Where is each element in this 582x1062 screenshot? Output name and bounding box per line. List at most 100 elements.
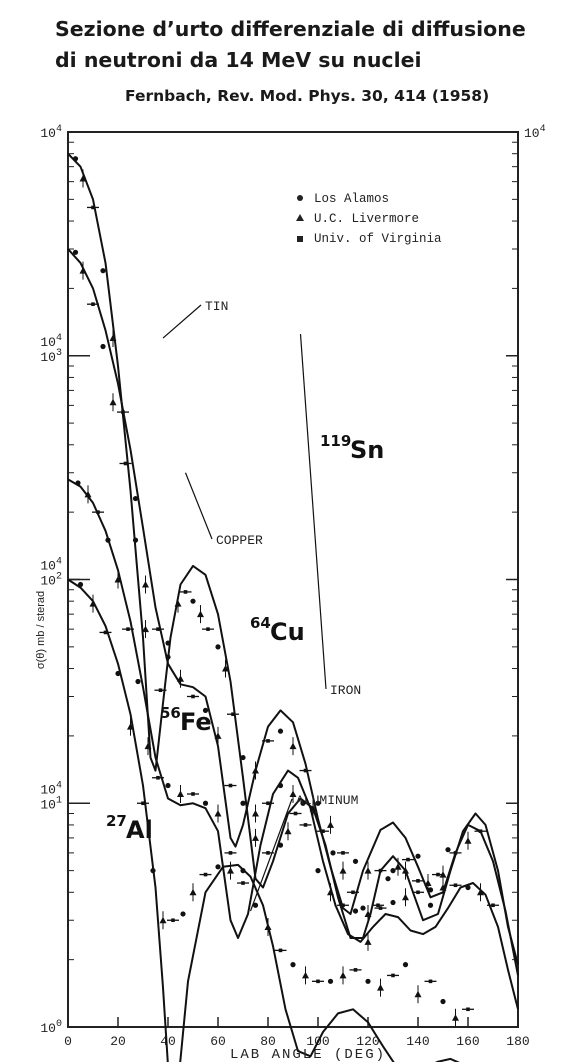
- data-point-marker-square: [266, 739, 270, 743]
- data-point-copper: [289, 737, 297, 756]
- data-point-marker-dot: [165, 654, 171, 660]
- data-point-marker-square: [126, 627, 130, 631]
- data-point-marker-dot: [77, 581, 84, 588]
- data-point-marker-square: [453, 883, 458, 888]
- isotope-symbol-copper: Cu: [270, 618, 305, 646]
- title-line-1: Sezione d’urto differenziale di diffusio…: [55, 17, 526, 41]
- data-point-tin: [197, 605, 204, 624]
- data-point-marker-square: [391, 973, 395, 978]
- y-axis-title: σ(θ) mb / sterad: [35, 591, 47, 669]
- offset-axis-label-0: 104: [40, 333, 62, 350]
- data-point-iron: [214, 804, 222, 823]
- theory-curves: [67, 153, 519, 1062]
- data-point-marker-square: [231, 712, 235, 717]
- data-point-aluminum: [127, 717, 134, 736]
- data-point-marker-dot: [240, 800, 246, 806]
- data-point-marker-square: [191, 792, 195, 796]
- y-tick-label-4: 104: [40, 124, 62, 141]
- data-point-marker-square: [158, 688, 163, 693]
- curve-label-iron: IRON: [330, 683, 361, 698]
- data-point-tin: [227, 712, 239, 717]
- y-tick-label-0: 100: [40, 1019, 62, 1036]
- data-point-tin: [347, 890, 359, 895]
- data-point-iron: [84, 485, 92, 504]
- data-point-marker-square: [293, 811, 298, 816]
- data-point-marker-square: [341, 851, 345, 855]
- data-point-marker-dot: [330, 850, 336, 856]
- data-point-iron: [262, 801, 274, 806]
- data-point-iron: [427, 887, 434, 893]
- curve-label-leader-iron: [299, 334, 327, 690]
- data-point-marker-square: [121, 410, 125, 414]
- data-point-tin: [190, 598, 196, 604]
- data-point-aluminum: [167, 918, 179, 923]
- curve-label-leader-tin: [162, 304, 202, 339]
- data-point-aluminum: [414, 985, 422, 1004]
- data-point-copper: [262, 739, 274, 743]
- data-point-copper: [79, 261, 87, 280]
- data-point-iron: [152, 775, 164, 780]
- data-point-tin: [424, 874, 432, 893]
- x-tick-label-140: 140: [406, 1034, 429, 1049]
- data-point-copper: [315, 800, 321, 806]
- data-point-marker-dot: [215, 864, 221, 870]
- data-point-iron: [299, 823, 312, 827]
- data-point-tin: [385, 876, 391, 882]
- x-tick-label-60: 60: [210, 1034, 226, 1049]
- data-point-iron: [352, 908, 359, 914]
- data-point-marker-dot: [132, 495, 139, 502]
- data-point-marker-dot: [135, 678, 141, 685]
- data-point-aluminum: [180, 911, 186, 917]
- data-point-aluminum: [252, 902, 259, 908]
- data-point-iron: [374, 906, 387, 910]
- data-point-marker-dot: [360, 905, 366, 911]
- data-point-marker-square: [156, 775, 160, 780]
- data-point-marker-square: [436, 872, 440, 877]
- data-point-marker-square: [156, 627, 160, 631]
- data-point-marker-dot: [352, 858, 359, 864]
- data-point-marker-square: [266, 801, 270, 806]
- data-point-marker-square: [353, 968, 358, 972]
- data-point-marker-square: [341, 903, 345, 908]
- data-point-aluminum: [227, 861, 234, 880]
- data-point-marker-square: [141, 801, 145, 806]
- data-point-iron: [337, 903, 349, 908]
- data-point-iron: [390, 899, 396, 906]
- data-point-aluminum: [77, 581, 84, 588]
- data-point-copper: [142, 575, 149, 594]
- data-point-tin: [309, 799, 317, 818]
- curve-iron: [67, 478, 519, 1010]
- legend-marker-dot: [297, 195, 303, 201]
- data-point-iron: [277, 782, 284, 789]
- isotope-mass-aluminum: 27: [106, 812, 127, 830]
- data-point-marker-dot: [427, 887, 434, 893]
- data-point-copper: [427, 902, 434, 908]
- data-point-iron: [202, 800, 209, 806]
- reference-citation: Fernbach, Rev. Mod. Phys. 30, 414 (1958): [125, 87, 490, 105]
- data-point-tin: [317, 829, 329, 834]
- data-point-iron: [135, 678, 141, 685]
- data-point-aluminum: [349, 968, 362, 972]
- data-point-iron: [105, 537, 111, 543]
- legend-label-uc-livermore: U.C. Livermore: [314, 212, 419, 226]
- data-point-aluminum: [199, 872, 212, 877]
- data-point-iron: [122, 627, 134, 631]
- data-point-iron: [477, 883, 484, 902]
- data-point-copper: [224, 783, 237, 788]
- data-point-tin: [222, 659, 229, 678]
- data-point-tin: [109, 329, 117, 348]
- data-point-marker-square: [96, 510, 100, 514]
- data-point-marker-dot: [352, 908, 359, 914]
- data-point-marker-square: [103, 630, 108, 635]
- isotope-mass-iron: 56: [160, 704, 181, 722]
- data-point-marker-dot: [75, 480, 81, 486]
- data-point-marker-square: [321, 829, 325, 834]
- isotope-symbol-iron: Fe: [180, 708, 212, 736]
- curve-label-leader-aluminum: [249, 798, 293, 912]
- data-point-marker-square: [378, 906, 383, 910]
- data-point-marker-dot: [215, 644, 221, 650]
- isotope-symbol-aluminum: Al: [126, 816, 153, 844]
- data-point-marker-dot: [445, 847, 451, 853]
- x-tick-label-20: 20: [110, 1034, 126, 1049]
- data-point-tin: [117, 410, 129, 414]
